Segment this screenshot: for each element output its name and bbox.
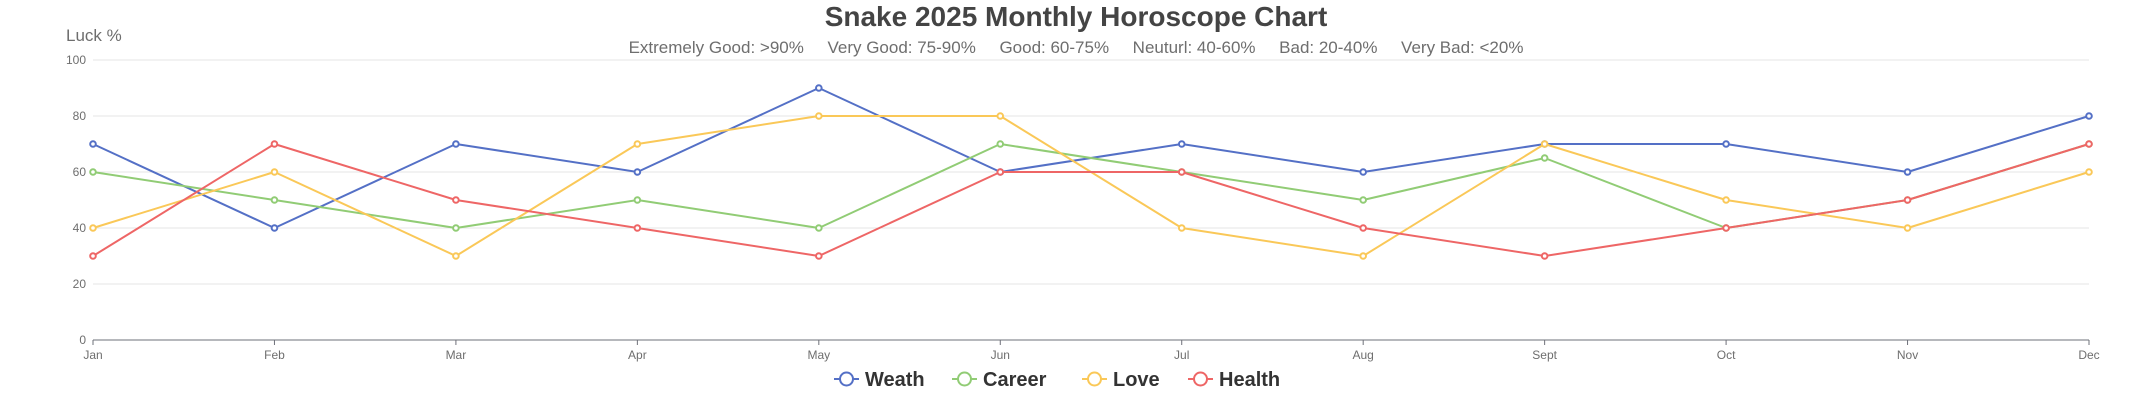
data-point[interactable]: [2085, 168, 2093, 176]
data-point[interactable]: [996, 168, 1005, 176]
data-point[interactable]: [1177, 168, 1186, 176]
series-love: [89, 112, 2093, 260]
y-tick-label: 60: [73, 165, 87, 179]
data-point[interactable]: [1540, 140, 1549, 148]
data-point[interactable]: [270, 140, 279, 148]
legend-item-career[interactable]: Career: [952, 369, 1047, 391]
x-tick-label: Jun: [991, 348, 1010, 362]
y-axis-label: Luck %: [66, 26, 122, 45]
data-point[interactable]: [815, 224, 823, 232]
legend-item-health[interactable]: Health: [1188, 369, 1280, 391]
data-point[interactable]: [1540, 154, 1549, 162]
y-tick-label: 80: [73, 109, 87, 123]
legend-label: Career: [983, 369, 1047, 391]
axes: 0 20 40 60 80 100 Jan Feb Mar Apr May Jun Jul Aug Sept…: [66, 53, 2100, 362]
data-point[interactable]: [89, 252, 97, 260]
data-point[interactable]: [1359, 252, 1367, 260]
data-point[interactable]: [633, 168, 642, 176]
series-line: [92, 115, 2090, 257]
chart-subtitle: Extremely Good: >90% Very Good: 75-90% G…: [629, 38, 1524, 57]
series-line: [92, 143, 2090, 229]
data-point[interactable]: [452, 196, 460, 204]
x-tick-label: Jul: [1174, 348, 1189, 362]
data-point[interactable]: [89, 224, 97, 232]
x-tick-label: Feb: [264, 348, 285, 362]
data-point[interactable]: [815, 112, 823, 120]
data-point[interactable]: [1540, 252, 1549, 260]
x-tick-label: Dec: [2078, 348, 2099, 362]
legend-marker-icon: [1193, 371, 1208, 387]
data-point[interactable]: [452, 140, 460, 148]
data-point[interactable]: [89, 168, 97, 176]
data-point[interactable]: [1722, 224, 1730, 232]
data-point[interactable]: [2085, 140, 2093, 148]
legend-label: Health: [1219, 369, 1280, 391]
x-tick-label: Mar: [446, 348, 467, 362]
data-point[interactable]: [633, 140, 642, 148]
x-tick-label: Jan: [83, 348, 102, 362]
y-tick-label: 0: [79, 333, 86, 347]
data-point[interactable]: [1722, 196, 1730, 204]
legend-label: Weath: [865, 369, 925, 391]
data-point[interactable]: [1359, 168, 1367, 176]
legend-item-love[interactable]: Love: [1082, 369, 1160, 391]
data-point[interactable]: [1359, 196, 1367, 204]
legend-label: Love: [1113, 369, 1160, 391]
chart-title: Snake 2025 Monthly Horoscope Chart: [825, 1, 1328, 32]
data-point[interactable]: [1177, 140, 1186, 148]
legend[interactable]: Weath Career Love Health: [834, 369, 1280, 391]
x-tick-label: Oct: [1717, 348, 1736, 362]
x-tick-label: Sept: [1532, 348, 1557, 362]
data-point[interactable]: [815, 252, 823, 260]
series-health: [89, 140, 2093, 260]
data-point[interactable]: [270, 224, 279, 232]
y-tick-label: 20: [73, 277, 87, 291]
data-point[interactable]: [633, 224, 642, 232]
legend-marker-icon: [839, 371, 854, 387]
data-point[interactable]: [996, 112, 1005, 120]
data-point[interactable]: [1722, 140, 1730, 148]
legend-item-weath[interactable]: Weath: [834, 369, 925, 391]
data-point[interactable]: [1359, 224, 1367, 232]
legend-marker-icon: [957, 371, 972, 387]
data-point[interactable]: [270, 168, 279, 176]
legend-marker-icon: [1087, 371, 1102, 387]
x-tick-label: Apr: [628, 348, 647, 362]
data-point[interactable]: [270, 196, 279, 204]
x-tick-label: Aug: [1353, 348, 1374, 362]
data-point[interactable]: [815, 84, 823, 92]
data-point[interactable]: [452, 252, 460, 260]
y-tick-label: 40: [73, 221, 87, 235]
data-point[interactable]: [633, 196, 642, 204]
x-tick-label: Nov: [1897, 348, 1918, 362]
data-point[interactable]: [452, 224, 460, 232]
data-point[interactable]: [1903, 224, 1912, 232]
data-point[interactable]: [1177, 224, 1186, 232]
y-tick-label: 100: [66, 53, 86, 67]
series-line: [92, 143, 2090, 257]
data-point[interactable]: [89, 140, 97, 148]
x-tick-label: May: [807, 348, 830, 362]
data-point[interactable]: [2085, 112, 2093, 120]
series-lines: [89, 84, 2093, 260]
data-point[interactable]: [1903, 196, 1912, 204]
data-point[interactable]: [1903, 168, 1912, 176]
data-point[interactable]: [996, 140, 1005, 148]
